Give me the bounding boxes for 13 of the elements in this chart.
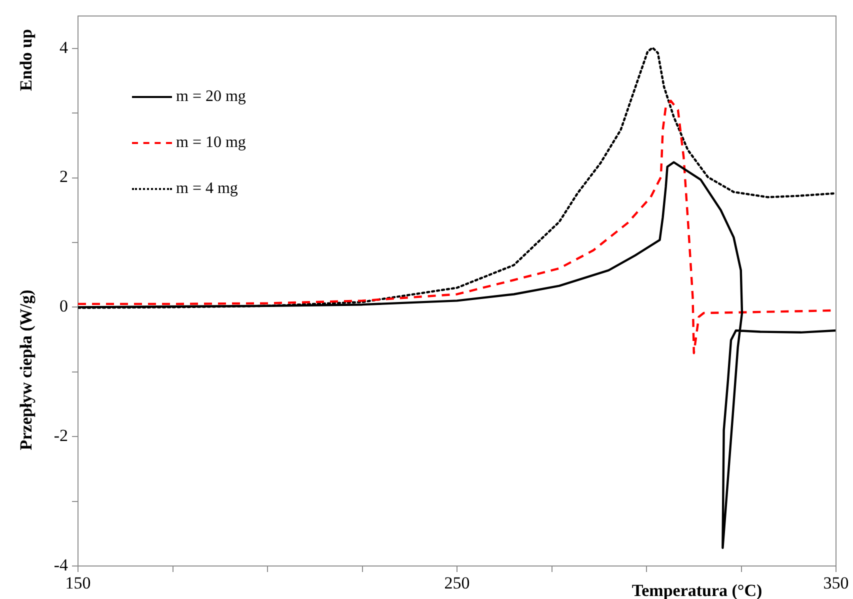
y-tick-label: 0 xyxy=(60,296,68,316)
y-tick-label: -2 xyxy=(54,426,68,446)
x-tick-label: 250 xyxy=(444,574,470,593)
legend-label: m = 4 mg xyxy=(176,180,238,198)
legend-label: m = 20 mg xyxy=(176,88,246,106)
y-tick-label: 2 xyxy=(60,167,68,186)
y-tick-label: -4 xyxy=(54,555,68,574)
y-axis-title: Przepływ ciepła (W/g) xyxy=(16,290,36,450)
legend-label: m = 10 mg xyxy=(176,134,246,152)
y-tick-label: 4 xyxy=(60,38,68,57)
x-tick-label: 150 xyxy=(65,574,91,593)
x-tick-label: 350 xyxy=(823,574,849,593)
text: Endo up xyxy=(16,29,36,91)
